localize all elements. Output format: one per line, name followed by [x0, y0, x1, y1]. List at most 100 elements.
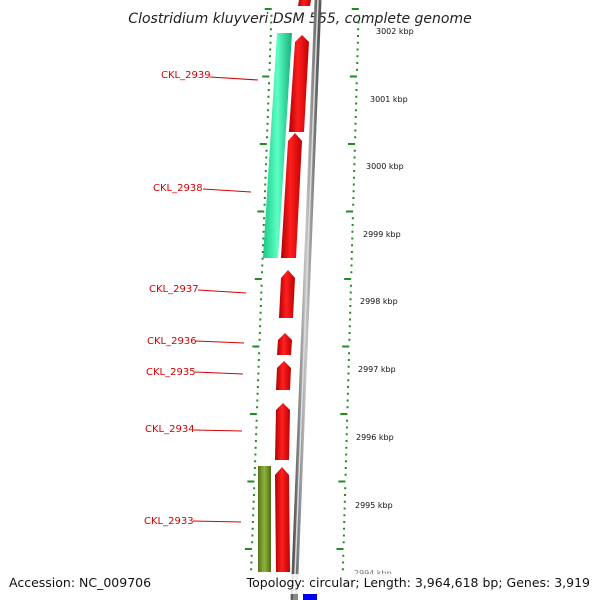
scale-tick-minor [256, 386, 259, 388]
scale-tick-minor [251, 527, 254, 530]
scale-tick-minor [357, 35, 360, 37]
scale-tick-minor [342, 554, 345, 557]
scale-tick-minor [349, 305, 352, 307]
scale-tick-minor [342, 534, 345, 537]
scale-tick-minor [345, 433, 348, 436]
scale-tick-minor [351, 237, 354, 240]
scale-tick-minor [355, 95, 358, 98]
scale-tick-minor [350, 257, 353, 260]
scale-label: 3000 kbp [366, 162, 404, 171]
scale-tick-minor [253, 487, 256, 490]
scale-tick-minor [344, 487, 347, 490]
scale-tick-minor [257, 365, 260, 368]
scale-tick-minor [343, 527, 346, 530]
scale-tick-minor [345, 446, 348, 449]
scale-tick-minor [269, 41, 272, 44]
scale-tick-minor [343, 507, 346, 510]
scale-tick-minor [346, 406, 349, 409]
scale-tick-minor [342, 541, 345, 544]
scale-tick-minor [349, 284, 352, 287]
accession-text: Accession: NC_009706 [9, 575, 151, 590]
gene-label: CKL_2938 [153, 183, 203, 194]
scale-tick-minor [266, 109, 269, 112]
scale-tick-minor [258, 338, 261, 341]
scale-tick-minor [353, 163, 356, 166]
scale-label: 2996 kbp [356, 433, 394, 442]
scale-tick-minor [353, 170, 356, 172]
scale-tick-major [346, 210, 354, 213]
scale-tick-minor [264, 183, 267, 186]
scale-tick-minor [265, 156, 268, 159]
scale-tick-minor [356, 55, 359, 58]
scale-tick-minor [353, 149, 356, 152]
scale-tick-minor [265, 163, 268, 166]
scale-tick-minor [346, 392, 349, 395]
scale-tick-minor [343, 514, 346, 517]
scale-tick-minor [341, 568, 344, 571]
scale-tick-minor [269, 35, 272, 37]
scale-tick-minor [344, 460, 347, 463]
scale-tick-minor [255, 433, 258, 436]
scale-tick-major [244, 548, 252, 550]
scale-tick-minor [262, 230, 265, 233]
scale-tick-minor [345, 426, 348, 429]
scale-tick-minor [348, 332, 351, 334]
scale-tick-minor [263, 203, 266, 206]
scale-tick-minor [353, 156, 356, 159]
scale-tick-major [252, 345, 260, 348]
scale-tick-minor [270, 14, 273, 17]
genome-backbone-highlight [293, 0, 319, 600]
scale-tick-minor [345, 440, 348, 442]
scale-tick-minor [347, 359, 350, 361]
scale-tick-minor [347, 386, 350, 388]
scale-tick-minor [354, 116, 357, 118]
scale-tick-minor [254, 440, 257, 442]
scale-tick-major [249, 413, 257, 415]
scale-tick-minor [257, 372, 260, 375]
scale-tick-minor [256, 392, 259, 395]
gene-label: CKL_2939 [161, 70, 211, 81]
scale-tick-minor [357, 14, 360, 17]
scale-tick-minor [354, 136, 357, 139]
scale-label: 3002 kbp [376, 27, 414, 36]
scale-tick-minor [266, 136, 269, 139]
scale-tick-minor [258, 352, 261, 355]
scale-tick-minor [261, 271, 264, 274]
scale-tick-minor [261, 251, 264, 253]
scale-label: 2998 kbp [360, 297, 398, 306]
scale-tick-minor [356, 41, 359, 44]
footer-bar [0, 574, 600, 594]
scale-tick-minor [356, 48, 359, 51]
scale-tick-major [259, 143, 267, 145]
scale-tick-minor [348, 338, 351, 341]
gene-label: CKL_2937 [149, 284, 199, 295]
gene-leader-line [209, 76, 259, 81]
scale-tick-minor [252, 494, 255, 496]
scale-tick-minor [356, 68, 359, 71]
scale-tick-minor [257, 359, 260, 361]
scale-tick-minor [252, 507, 255, 510]
scale-tick-minor [347, 372, 350, 375]
scale-tick-major [344, 278, 352, 280]
scale-tick-major [257, 210, 265, 213]
scale-tick-minor [354, 122, 357, 125]
scale-ticks-outer [336, 8, 360, 571]
scale-tick-minor [269, 28, 272, 31]
map-title: Clostridium kluyveri DSM 555, complete g… [128, 11, 471, 27]
scale-tick-minor [343, 521, 346, 523]
scale-tick-minor [250, 568, 253, 571]
scale-label: 2999 kbp [363, 230, 401, 239]
scale-tick-minor [259, 318, 262, 321]
scale-tick-minor [257, 379, 260, 382]
scale-tick-minor [262, 237, 265, 240]
scale-tick-minor [348, 325, 351, 328]
gene-labels: CKL_2939 CKL_2938 CKL_2937 CKL_2936 CKL_… [144, 70, 211, 527]
scale-tick-minor [268, 55, 271, 58]
scale-tick-minor [356, 62, 359, 64]
scale-tick-minor [267, 82, 270, 85]
cds-track [275, 0, 311, 572]
scale-tick-major [340, 413, 348, 415]
scale-tick-minor [351, 244, 354, 247]
gene-leader-line [194, 371, 244, 375]
scale-tick-minor [344, 494, 347, 496]
